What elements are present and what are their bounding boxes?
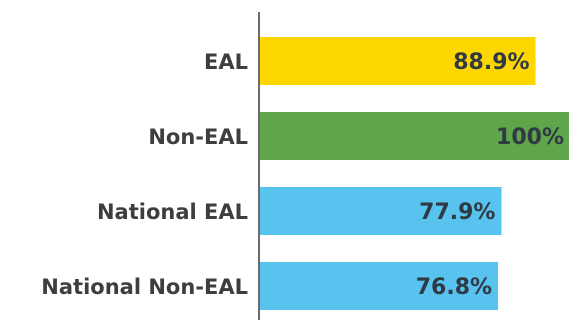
- value-label-national-eal: 77.9%: [419, 200, 495, 225]
- value-labels: 88.9% 100% 77.9% 76.8%: [416, 50, 564, 300]
- bars-group: [260, 37, 569, 310]
- category-label-national-eal: National EAL: [97, 200, 248, 224]
- category-label-eal: EAL: [204, 50, 248, 74]
- value-label-eal: 88.9%: [453, 50, 529, 75]
- bar-national-eal: [260, 187, 502, 235]
- category-label-non-eal: Non-EAL: [148, 125, 248, 149]
- category-labels: EAL Non-EAL National EAL National Non-EAL: [41, 50, 248, 299]
- bar-national-non-eal: [260, 262, 499, 310]
- value-label-non-eal: 100%: [496, 125, 564, 150]
- bar-non-eal: [260, 112, 569, 160]
- category-label-national-non-eal: National Non-EAL: [41, 275, 248, 299]
- bar-eal: [260, 37, 536, 85]
- value-label-national-non-eal: 76.8%: [416, 275, 492, 300]
